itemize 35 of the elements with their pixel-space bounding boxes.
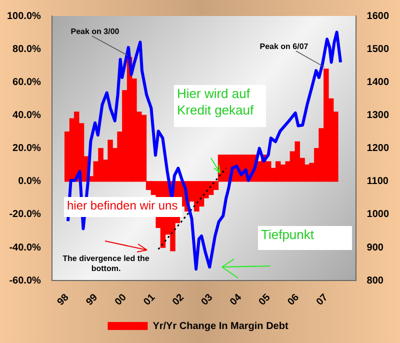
y2-tick-label: 1100 (366, 176, 389, 188)
y-tick-label: 60.0% (12, 76, 42, 88)
y-tick-label: 40.0% (12, 110, 42, 121)
y-tick-label: 80.0% (12, 44, 42, 55)
x-tick-label: 01 (142, 292, 158, 308)
annotation: Peak on 6/07 (260, 42, 309, 52)
x-tick-label: 06 (286, 292, 302, 308)
y-tick-label: -20.0% (9, 209, 42, 220)
x-tick-label: 05 (257, 292, 273, 308)
annotation: hier befinden wir uns (67, 198, 178, 212)
x-tick-label: 99 (84, 292, 100, 308)
x-tick-label: 03 (199, 292, 216, 308)
y2-tick-label: 1400 (366, 76, 390, 88)
annotation: Peak on 3/00 (70, 27, 120, 36)
y2-tick-label: 900 (366, 242, 384, 254)
x-tick-label: 98 (56, 292, 72, 308)
annotation: The divergence led the bottom. (62, 254, 150, 274)
legend-label: Yr/Yr Change In Margin Debt (152, 320, 289, 332)
y2-tick-label: 1000 (366, 209, 390, 220)
annotation: Tiefpunkt (261, 227, 314, 242)
y-tick-label: 20.0% (12, 143, 42, 154)
annotation: Hier wird auf Kredit gekauf (177, 86, 254, 118)
y-tick-label: -60.0% (9, 275, 42, 286)
x-tick-label: 02 (170, 292, 187, 308)
x-tick-label: 00 (113, 292, 130, 308)
y-tick-label: 100.0% (6, 10, 42, 22)
y-tick-label: -40.0% (9, 242, 42, 254)
y2-tick-label: 1200 (366, 143, 390, 154)
y2-tick-label: 1600 (366, 10, 390, 22)
x-tick-label: 04 (228, 292, 244, 308)
x-tick-label: 07 (314, 292, 331, 308)
y2-tick-label: 1300 (366, 110, 390, 121)
y-tick-label: 0.0% (18, 176, 42, 188)
y2-tick-label: 800 (366, 275, 384, 286)
y2-tick-label: 1500 (366, 44, 390, 55)
